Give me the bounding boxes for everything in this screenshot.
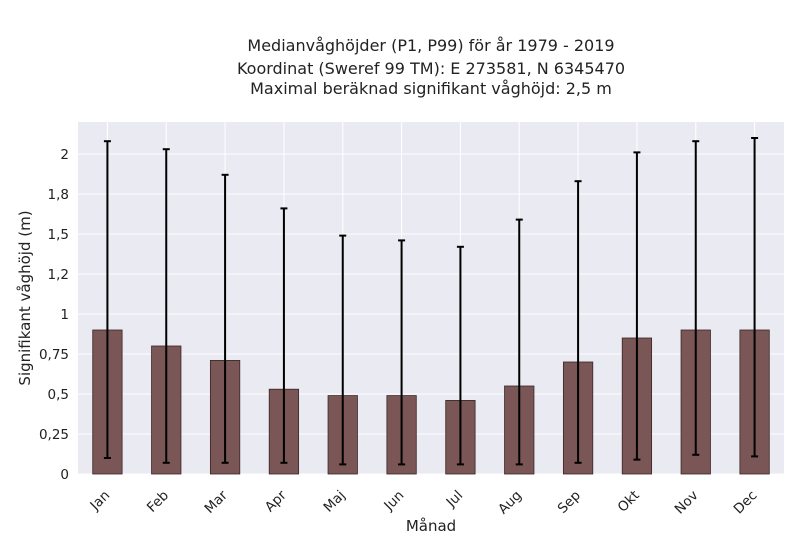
x-tick-label-jan: Jan [87, 488, 114, 515]
error-bar-jun [398, 239, 406, 466]
chart-title-line-3: Maximal beräknad signifikant våghöjd: 2,… [250, 79, 612, 98]
error-bar-sep [574, 180, 582, 464]
error-bar-maj [339, 234, 347, 466]
y-tick-label: 1 [60, 307, 69, 323]
y-tick-label: 1,8 [48, 187, 69, 203]
x-tick-label-sep: Sep [555, 488, 584, 517]
x-tick-label-jul: Jul [443, 488, 467, 512]
error-bar-jul [456, 245, 464, 466]
error-bar-aug [515, 218, 523, 466]
error-bar-okt [633, 151, 641, 461]
y-tick-label: 2 [60, 147, 69, 163]
error-bar-mar [221, 173, 229, 464]
x-tick-label-apr: Apr [262, 487, 290, 515]
y-tick-label: 0 [60, 467, 69, 483]
x-tick-label-mar: Mar [202, 487, 232, 517]
chart-title-line-2: Koordinat (Sweref 99 TM): E 273581, N 63… [237, 59, 625, 78]
error-bar-feb [162, 148, 170, 464]
x-tick-label-maj: Maj [321, 488, 349, 516]
x-tick-label-jun: Jun [380, 488, 407, 515]
error-bar-jan [103, 140, 111, 459]
plot-area [78, 122, 784, 474]
y-tick-label: 0,25 [39, 427, 69, 443]
x-tick-label-feb: Feb [144, 488, 172, 516]
x-tick-label-aug: Aug [495, 488, 525, 518]
x-tick-label-okt: Okt [615, 488, 643, 516]
y-tick-label: 0,5 [48, 387, 69, 403]
chart-title-line-1: Medianvåghöjder (P1, P99) för år 1979 - … [247, 36, 614, 55]
x-tick-label-nov: Nov [672, 488, 702, 518]
y-axis-label: Signifikant våghöjd (m) [16, 210, 34, 385]
y-tick-label: 1,2 [48, 267, 69, 283]
y-axis-ticks: 0 0,25 0,5 0,75 1 1,2 1,5 1,8 2 [39, 147, 69, 483]
y-tick-label: 1,5 [48, 227, 69, 243]
x-axis-label: Månad [406, 517, 456, 535]
error-bars [103, 137, 759, 466]
error-bar-dec [751, 137, 759, 458]
error-bar-nov [692, 140, 700, 456]
error-bar-apr [280, 207, 288, 464]
x-axis-ticks: Jan Feb Mar Apr Maj Jun Jul Aug Sep Okt Nov Dec [87, 487, 761, 517]
y-tick-label: 0,75 [39, 347, 69, 363]
x-tick-label-dec: Dec [731, 488, 761, 518]
